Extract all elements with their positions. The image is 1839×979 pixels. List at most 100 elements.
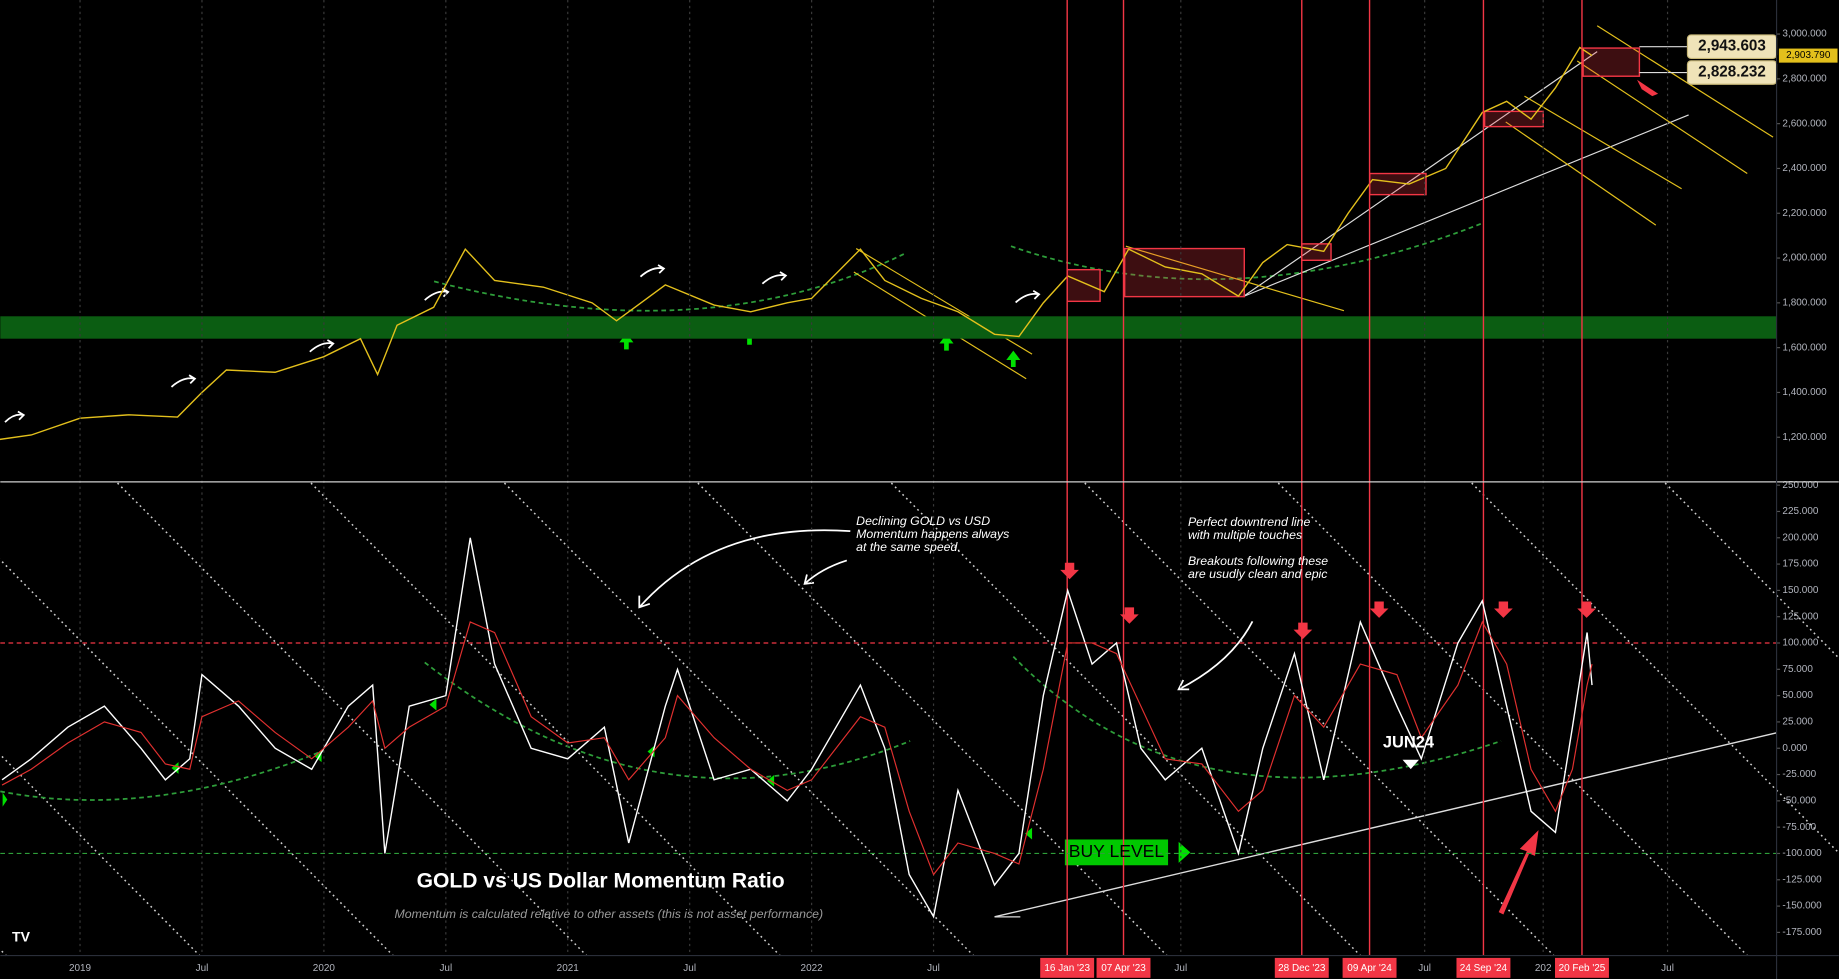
y-tick-label: -175.000: [1782, 927, 1822, 938]
x-tick-highlight: [1342, 957, 1397, 978]
y-tick-label: 125.000: [1782, 611, 1818, 622]
arrow: [638, 529, 851, 609]
x-tick-label: 09 Apr '24: [1347, 963, 1392, 974]
range-box: [1369, 172, 1427, 196]
y-tick-label: 1,200.000: [1782, 432, 1827, 443]
price-label: 2,828.232: [1698, 64, 1766, 81]
arrow: [1015, 290, 1041, 304]
marker: [1178, 841, 1191, 863]
x-tick-label: 2019: [69, 963, 92, 974]
support-curve: [0, 749, 325, 801]
x-tick-label: 20 Feb '25: [1559, 963, 1606, 974]
up-arrow: [939, 334, 954, 351]
marker: [314, 750, 322, 763]
marker: [1402, 759, 1419, 770]
guide-line: [1664, 482, 1839, 660]
y-tick-label: 2,600.000: [1782, 118, 1827, 129]
channel-line: [1596, 25, 1774, 138]
logo: TV: [12, 929, 31, 945]
x-tick-highlight: [1274, 957, 1329, 978]
support-zone: [0, 316, 1777, 339]
x-tick-highlight: [1456, 957, 1511, 978]
support-curve: [433, 252, 906, 312]
down-arrow: [1494, 601, 1513, 618]
down-arrow: [1060, 562, 1079, 580]
y-tick-label: -25.000: [1782, 769, 1816, 780]
y-tick-label: -75.000: [1782, 822, 1816, 833]
support-curve: [1012, 655, 1502, 779]
x-tick-label: 24 Sep '24: [1460, 963, 1508, 974]
guide-line: [1277, 482, 1748, 957]
annotation: with multiple touches: [1188, 528, 1302, 542]
x-tick-label: 16 Jan '23: [1044, 963, 1090, 974]
channel-line: [1505, 121, 1657, 226]
x-tick-label: 2022: [801, 963, 824, 974]
y-tick-label: 225.000: [1782, 506, 1818, 517]
buy-level-box: [1064, 839, 1169, 866]
x-tick-highlight: [1554, 957, 1609, 978]
x-tick-label: Jul: [1174, 963, 1187, 974]
guide-line: [116, 482, 588, 957]
guide-line: [697, 482, 1168, 957]
series-line: [1, 620, 1593, 876]
annotation: Momentum happens always: [856, 527, 1009, 541]
up-arrow: [619, 332, 634, 350]
guide-line: [890, 482, 1361, 957]
y-tick-label: 1,600.000: [1782, 342, 1827, 353]
x-tick-label: 28 Dec '23: [1278, 963, 1326, 974]
y-tick-label: 150.000: [1782, 585, 1818, 596]
annotation: are usudly clean and epic: [1188, 567, 1328, 581]
x-tick-label: Jul: [1418, 963, 1431, 974]
trend-line: [994, 732, 1777, 918]
guide-line: [1084, 482, 1555, 957]
y-tick-label: 2,000.000: [1782, 253, 1827, 264]
series-line: [0, 46, 1593, 441]
x-tick-label: Jul: [1661, 963, 1674, 974]
y-tick-label: -50.000: [1782, 795, 1816, 806]
pointer-arrow: [1637, 79, 1659, 97]
x-tick-label: Jul: [196, 963, 209, 974]
marker: [429, 698, 437, 711]
y-tick-label: 75.000: [1782, 664, 1813, 675]
series-line: [1, 537, 1593, 919]
annotation: Breakouts following these: [1188, 554, 1328, 568]
arrow: [170, 374, 197, 388]
guide-line: [0, 558, 394, 957]
x-tick-highlight: [1096, 957, 1151, 978]
down-arrow: [1119, 607, 1139, 624]
x-tick-label: 2021: [557, 963, 580, 974]
guide-line: [0, 753, 201, 957]
arrow: [761, 271, 788, 285]
x-tick-label: Jul: [927, 963, 940, 974]
arrow: [4, 410, 26, 423]
y-tick-label: 25.000: [1782, 717, 1813, 728]
y-tick-label: 50.000: [1782, 690, 1813, 701]
x-tick-highlight: [1040, 957, 1095, 978]
arrow: [639, 264, 666, 278]
range-box: [1582, 47, 1641, 77]
guide-line: [310, 482, 781, 957]
arrow: [424, 287, 450, 301]
x-tick-label: 202: [1535, 963, 1552, 974]
y-tick-label: 1,400.000: [1782, 387, 1827, 398]
y-tick-label: 250.000: [1782, 480, 1818, 491]
y-tick-label: 175.000: [1782, 559, 1818, 570]
annotation: at the same speed.: [856, 540, 961, 554]
down-arrow: [1369, 601, 1389, 618]
y-tick-label: 2,200.000: [1782, 208, 1827, 219]
last-price-tag: [1778, 48, 1838, 63]
channel-line: [1524, 95, 1682, 190]
up-arrow: [1006, 350, 1021, 367]
channel-line: [1125, 245, 1345, 312]
annotation: BUY LEVEL: [1069, 841, 1165, 861]
annotation: Perfect downtrend line: [1188, 515, 1311, 529]
range-box: [1066, 268, 1101, 303]
marker: [1025, 827, 1033, 840]
guide-line: [503, 482, 974, 957]
down-arrow: [1293, 622, 1313, 639]
x-tick-label: Jul: [683, 963, 696, 974]
